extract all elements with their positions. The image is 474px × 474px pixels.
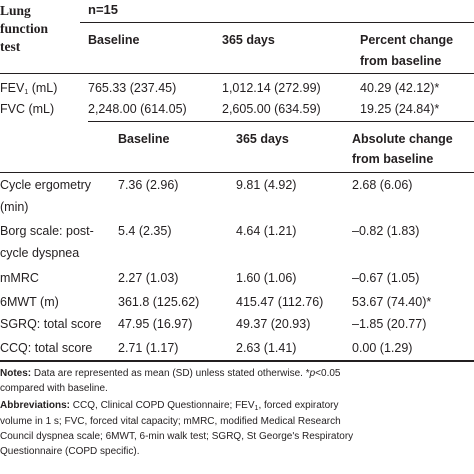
abbr-label: Abbreviations: <box>0 400 71 411</box>
cell-ccq-365: 2.63 (1.41) <box>236 341 297 355</box>
cell-fvc-baseline: 2,248.00 (614.05) <box>88 102 187 116</box>
header-pct-line1: Percent change <box>360 33 454 47</box>
rule-above-header2 <box>88 121 474 122</box>
abbr-line4: Questionnaire (COPD specific). <box>0 446 140 457</box>
abbr-sub: 1 <box>254 405 259 412</box>
cell-borg-baseline: 5.4 (2.35) <box>118 224 172 238</box>
rule-table-bottom <box>0 360 474 362</box>
cell-borg-change: –0.82 (1.83) <box>352 224 420 238</box>
cycle-label-line2: (min) <box>0 200 29 214</box>
cell-fev1-change: 40.29 (42.12)* <box>360 81 440 95</box>
cell-fev1-baseline: 765.33 (237.45) <box>88 81 177 95</box>
notes-label: Notes: <box>0 368 32 379</box>
cell-fvc-change: 19.25 (24.84)* <box>360 102 440 116</box>
header-lung-function-test: Lung function test <box>0 2 48 56</box>
header-pct-line2: from baseline <box>360 54 442 68</box>
abbreviations-paragraph: Abbreviations: CCQ, Clinical COPD Questi… <box>0 398 353 459</box>
fev-unit: (mL) <box>28 81 58 95</box>
cell-sgrq-365: 49.37 (20.93) <box>236 317 311 331</box>
header-lung-line3: test <box>0 39 21 54</box>
header2-365-days: 365 days <box>236 132 289 146</box>
header-n: n=15 <box>88 2 118 17</box>
row-label-ccq: CCQ: total score <box>0 341 93 355</box>
header2-abs-line2: from baseline <box>352 152 434 166</box>
cell-cycle-365: 9.81 (4.92) <box>236 178 297 192</box>
row-label-fev1: FEV1 (mL) <box>0 80 57 99</box>
header2-absolute-change: Absolute change from baseline <box>352 131 453 167</box>
cell-sgrq-baseline: 47.95 (16.97) <box>118 317 193 331</box>
cell-cycle-change: 2.68 (6.06) <box>352 178 413 192</box>
borg-label-line1: Borg scale: post- <box>0 224 94 238</box>
rule-under-header2 <box>0 172 474 173</box>
cell-mmrc-365: 1.60 (1.06) <box>236 271 297 285</box>
rule-under-n <box>80 22 474 23</box>
cell-borg-365: 4.64 (1.21) <box>236 224 297 238</box>
cell-ccq-baseline: 2.71 (1.17) <box>118 341 179 355</box>
notes-paragraph: Notes: Data are represented as mean (SD)… <box>0 366 340 396</box>
fev-label: FEV <box>0 81 25 95</box>
abbr-line2: volume in 1 s; FVC, forced vital capacit… <box>0 416 341 427</box>
cell-sgrq-change: –1.85 (20.77) <box>352 317 427 331</box>
header-lung-line2: function <box>0 21 49 36</box>
cell-fev1-365: 1,012.14 (272.99) <box>222 81 321 95</box>
cell-6mwt-baseline: 361.8 (125.62) <box>118 295 200 309</box>
row-label-fvc: FVC (mL) <box>0 102 55 116</box>
cell-cycle-baseline: 7.36 (2.96) <box>118 178 179 192</box>
row-label-6mwt: 6MWT (m) <box>0 295 59 309</box>
abbr-line1: Abbreviations: CCQ, Clinical COPD Questi… <box>0 398 353 414</box>
fev-subscript: 1 <box>24 89 29 96</box>
notes-line1: Notes: Data are represented as mean (SD)… <box>0 366 340 381</box>
row-label-mmrc: mMRC <box>0 271 39 285</box>
notes-text-1-end: <0.05 <box>315 368 341 379</box>
notes-p: p <box>309 368 316 379</box>
row-label-borg: Borg scale: post- cycle dyspnea <box>0 223 94 261</box>
cell-mmrc-baseline: 2.27 (1.03) <box>118 271 179 285</box>
header-lung-line1: Lung <box>0 3 31 18</box>
cell-mmrc-change: –0.67 (1.05) <box>352 271 420 285</box>
header2-baseline: Baseline <box>118 132 170 146</box>
header-baseline: Baseline <box>88 33 140 47</box>
abbr-line3: Council dyspnea scale; 6MWT, 6-min walk … <box>0 431 354 442</box>
cycle-label-line1: Cycle ergometry <box>0 178 91 192</box>
header2-abs-line1: Absolute change <box>352 132 453 146</box>
row-label-cycle-ergometry: Cycle ergometry (min) <box>0 177 91 215</box>
rule-under-header <box>0 73 474 74</box>
cell-fvc-365: 2,605.00 (634.59) <box>222 102 321 116</box>
header-percent-change: Percent change from baseline <box>360 32 453 69</box>
abbr-text-1-end: , forced expiratory <box>258 400 339 411</box>
cell-6mwt-365: 415.47 (112.76) <box>236 295 324 309</box>
row-label-sgrq: SGRQ: total score <box>0 317 102 331</box>
borg-label-line2: cycle dyspnea <box>0 246 80 260</box>
cell-ccq-change: 0.00 (1.29) <box>352 341 413 355</box>
cell-6mwt-change: 53.67 (74.40)* <box>352 295 432 309</box>
header-365-days: 365 days <box>222 33 275 47</box>
notes-line2: compared with baseline. <box>0 383 108 394</box>
abbr-text-1: CCQ, Clinical COPD Questionnaire; FEV <box>70 400 255 411</box>
notes-text-1: Data are represented as mean (SD) unless… <box>31 368 310 379</box>
